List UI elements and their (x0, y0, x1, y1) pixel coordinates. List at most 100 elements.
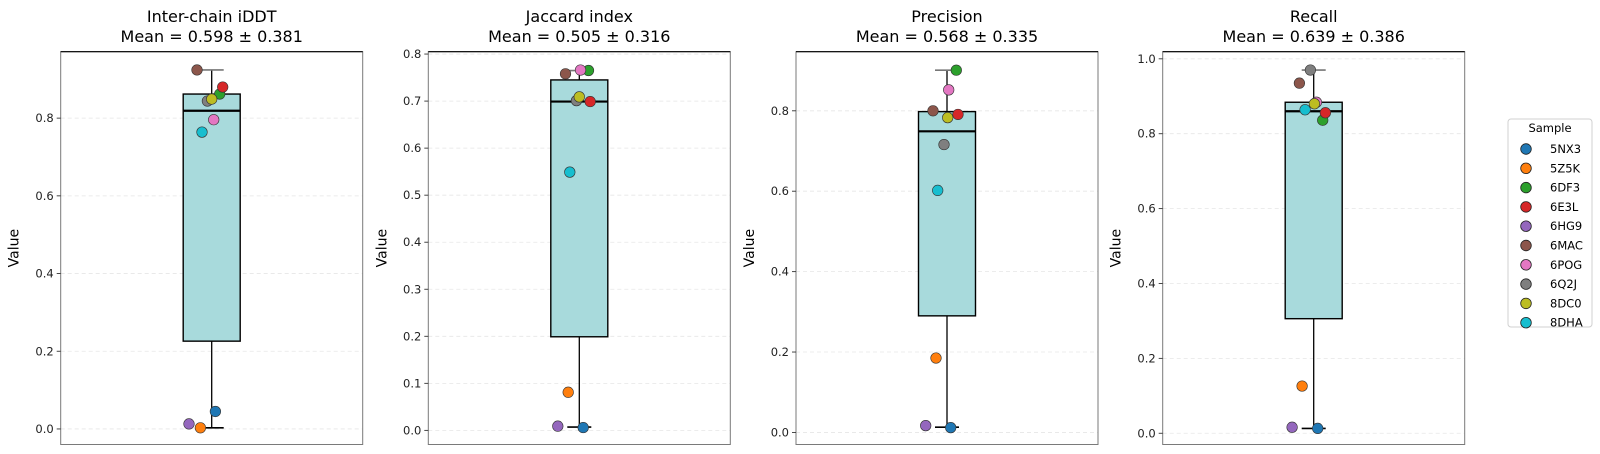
legend-item-6e3l: 6E3L (1520, 200, 1579, 214)
y-tick-label: 0.2 (771, 345, 789, 359)
legend-marker-icon (1520, 162, 1532, 175)
y-tick-label: 0.8 (771, 104, 789, 118)
legend-label: 8DHA (1550, 316, 1583, 330)
y-tick-label: 0.1 (403, 376, 421, 390)
data-point-5nx3 (577, 421, 589, 434)
panel-subtitle: Mean = 0.639 ± 0.386 (1223, 27, 1405, 46)
legend-item-8dha: 8DHA (1520, 316, 1583, 330)
y-tick-label: 0.4 (403, 235, 421, 249)
data-point-8dha (196, 126, 208, 138)
data-point-5nx3 (945, 422, 957, 434)
iqr-box (182, 93, 241, 342)
data-point-6mac (927, 105, 939, 117)
y-tick-label: 0.7 (403, 94, 421, 108)
y-axis-label: Value (742, 229, 758, 267)
legend-item-6q2j: 6Q2J (1520, 277, 1577, 291)
panel-subtitle: Mean = 0.598 ± 0.381 (121, 27, 303, 46)
y-tick-label: 0.8 (1137, 127, 1155, 141)
legend-label: 6HG9 (1550, 219, 1582, 233)
y-tick-label: 0.4 (771, 265, 789, 279)
data-point-5z5k (1296, 380, 1308, 392)
legend-label: 8DC0 (1550, 296, 1582, 310)
legend-label: 6Q2J (1550, 277, 1577, 291)
panel-jaccard-index: 0.0 0.1 0.2 0.3 0.4 0.5 0.6 0.7 0.8 Jaccard index… (374, 7, 731, 445)
legend-label: 5Z5K (1550, 161, 1581, 175)
data-point-8dc0 (206, 93, 218, 105)
y-tick-label: 0.3 (403, 282, 421, 296)
data-point-8dha (932, 184, 944, 197)
y-tick-label: 0.2 (403, 329, 421, 343)
y-tick-label: 0.4 (35, 267, 53, 281)
legend-item-5nx3: 5NX3 (1520, 142, 1581, 156)
y-tick-label: 0.0 (35, 422, 53, 436)
data-point-6q2j (1304, 64, 1316, 76)
data-point-6e3l (1319, 107, 1331, 119)
legend-item-6pog: 6POG (1520, 258, 1582, 272)
y-tick-label: 1.0 (1137, 52, 1155, 66)
panel-title: Jaccard index (525, 7, 633, 26)
panel-title: Precision (911, 7, 982, 26)
legend-marker-icon (1520, 239, 1532, 252)
legend-item-6df3: 6DF3 (1520, 181, 1580, 195)
data-point-6hg9 (183, 418, 195, 430)
legend-label: 5NX3 (1550, 142, 1581, 156)
legend-marker-icon (1520, 297, 1532, 310)
data-point-6pog (943, 84, 955, 96)
legend-label: 6DF3 (1550, 181, 1580, 195)
data-point-8dc0 (942, 112, 954, 124)
data-point-8dc0 (573, 91, 585, 103)
data-point-5z5k (562, 386, 574, 398)
y-tick-label: 0.5 (403, 188, 421, 202)
data-point-8dc0 (1308, 98, 1320, 110)
data-point-6hg9 (552, 420, 564, 432)
data-point-6e3l (584, 95, 596, 108)
legend-item-6hg9: 6HG9 (1520, 219, 1582, 233)
y-tick-label: 0.6 (1137, 202, 1155, 216)
data-point-5nx3 (1312, 422, 1324, 434)
legend-label: 6POG (1550, 258, 1582, 272)
y-tick-label: 0.2 (1137, 351, 1155, 365)
panel-title: Inter-chain iDDT (147, 7, 277, 26)
data-point-6df3 (950, 64, 962, 76)
legend-marker-icon (1520, 220, 1532, 232)
legend-label: 6E3L (1550, 200, 1579, 214)
panel-title: Recall (1290, 7, 1338, 26)
legend-marker-icon (1520, 143, 1532, 155)
data-point-5z5k (930, 352, 942, 364)
legend-item-5z5k: 5Z5K (1520, 161, 1581, 175)
legend-item-6mac: 6MAC (1520, 239, 1583, 253)
y-tick-label: 0.0 (1137, 426, 1155, 440)
data-point-6mac (1293, 77, 1305, 89)
legend-marker-icon (1520, 317, 1532, 329)
legend-item-8dc0: 8DC0 (1520, 296, 1582, 310)
y-tick-label: 0.0 (771, 425, 789, 439)
legend-marker-icon (1520, 201, 1532, 213)
y-tick-label: 0.6 (35, 189, 53, 203)
data-point-8dha (564, 166, 576, 178)
y-tick-label: 0.6 (771, 184, 789, 198)
y-tick-label: 0.8 (35, 111, 53, 125)
data-point-6e3l (952, 108, 964, 121)
data-point-6e3l (217, 81, 229, 93)
data-point-6mac (191, 64, 203, 76)
y-axis-label: Value (1109, 229, 1125, 267)
y-tick-label: 0.6 (403, 141, 421, 155)
data-point-6hg9 (1286, 421, 1298, 433)
data-point-6pog (574, 64, 587, 76)
panel-subtitle: Mean = 0.568 ± 0.335 (856, 27, 1038, 46)
legend-title: Sample (1528, 121, 1571, 135)
legend-marker-icon (1520, 278, 1532, 290)
data-point-6pog (208, 114, 220, 126)
data-point-6mac (559, 68, 572, 80)
y-axis-label: Value (7, 229, 23, 267)
data-point-5z5k (194, 422, 206, 434)
y-tick-label: 0.0 (403, 423, 421, 437)
data-point-6hg9 (920, 420, 932, 432)
data-point-5nx3 (209, 405, 221, 418)
iqr-box (550, 79, 609, 338)
data-point-8dha (1299, 104, 1311, 116)
